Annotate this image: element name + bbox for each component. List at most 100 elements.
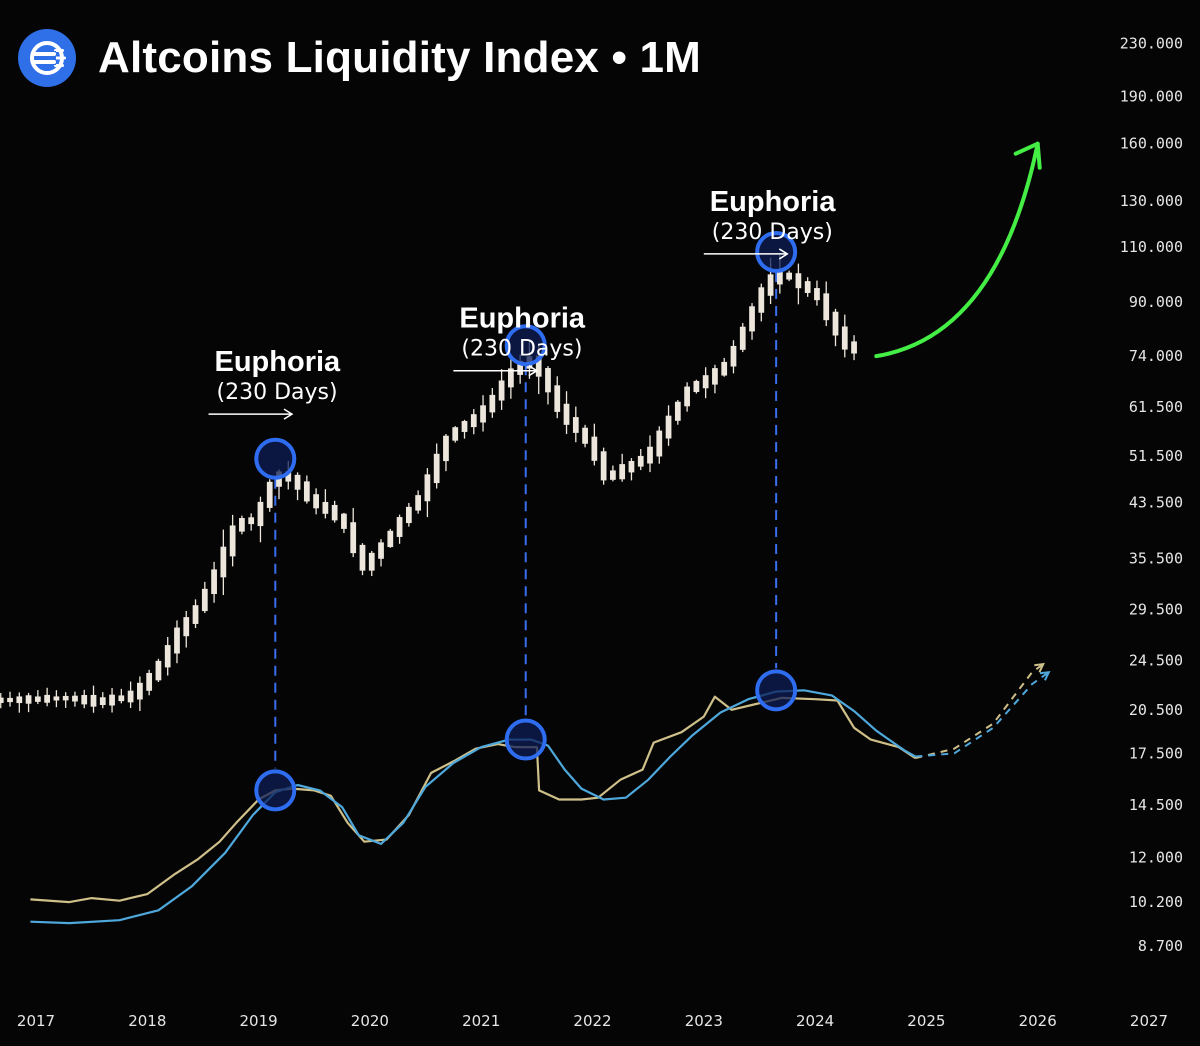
candle-body (239, 518, 245, 532)
candle-body (211, 569, 217, 595)
candle-body (378, 542, 384, 559)
candle-body (248, 517, 255, 525)
projection-arrowhead-2 (1039, 670, 1051, 681)
candle-body (257, 501, 264, 527)
candle-body (7, 697, 13, 703)
duration-arrowhead (283, 408, 294, 420)
euphoria-duration-label: (230 Days) (712, 220, 833, 245)
candle-body (62, 695, 69, 701)
candle-body (25, 695, 32, 704)
candle-body (461, 421, 468, 432)
x-tick-label: 2017 (17, 1012, 55, 1030)
indicator-projection-2 (915, 671, 1050, 758)
candle-body (220, 546, 227, 578)
candle-body (99, 697, 106, 706)
euphoria-label: Euphoria (459, 303, 586, 335)
x-tick-label: 2019 (240, 1012, 278, 1030)
candle-body (508, 368, 514, 388)
candle-body (331, 504, 338, 521)
candle-body (127, 690, 134, 703)
price-peak-marker (254, 437, 297, 480)
candle-body (554, 385, 561, 412)
x-tick-label: 2020 (351, 1012, 389, 1030)
candle-body (610, 470, 616, 480)
candle-body (674, 401, 681, 421)
y-tick-label: 110.000 (1120, 238, 1183, 256)
chart-title: Altcoins Liquidity Index • 1M (98, 33, 702, 82)
y-tick-label: 190.000 (1120, 87, 1183, 105)
y-tick-label: 10.200 (1129, 893, 1183, 911)
y-tick-label: 14.500 (1129, 796, 1183, 814)
x-tick-label: 2018 (128, 1012, 166, 1030)
x-tick-label: 2022 (573, 1012, 611, 1030)
candle-body (368, 552, 375, 571)
y-tick-label: 20.500 (1129, 701, 1183, 719)
euphoria-label: Euphoria (710, 186, 837, 218)
euphoria-duration-label: (230 Days) (461, 337, 582, 362)
candle-body (721, 361, 728, 376)
candle-body (591, 436, 598, 461)
candle-body (452, 427, 459, 441)
candle-body (702, 375, 709, 389)
chart-header: Altcoins Liquidity Index • 1M (18, 28, 701, 88)
candle-body (183, 617, 190, 637)
candle-body (535, 355, 542, 377)
candle-body (341, 513, 347, 529)
duration-arrowhead (778, 248, 789, 260)
candle-body (786, 272, 793, 280)
price-peak-marker (755, 230, 798, 273)
candle-body (109, 694, 115, 706)
candle-body (841, 326, 848, 350)
candle-body (322, 501, 329, 514)
price-peak-marker (504, 324, 547, 367)
y-tick-label: 160.000 (1120, 135, 1183, 153)
y-tick-label: 8.700 (1138, 937, 1183, 955)
candle-body (266, 481, 273, 508)
candle-body (498, 380, 505, 401)
candle-body (480, 405, 486, 423)
candle-body (359, 544, 366, 571)
candle-body (656, 430, 663, 457)
candle-body (303, 481, 310, 502)
candle-body (415, 495, 422, 511)
candle-body (164, 645, 171, 668)
index-peak-marker (254, 769, 297, 812)
y-tick-label: 29.500 (1129, 601, 1183, 619)
candle-body (285, 471, 292, 482)
candle-body (814, 288, 820, 301)
candle-body (619, 464, 626, 480)
candle-body (137, 682, 143, 700)
candle-body (563, 403, 570, 425)
forecast-arrow (874, 141, 1040, 359)
candle-body (44, 694, 51, 703)
candle-body (823, 293, 830, 321)
candle-body (229, 525, 236, 557)
candle-body (90, 694, 97, 707)
candle-body (739, 326, 746, 350)
candle-body (72, 695, 78, 702)
candle-body (665, 415, 672, 439)
y-tick-label: 90.000 (1129, 293, 1183, 311)
candle-body (118, 695, 125, 702)
candle-body (433, 453, 440, 484)
candle-body (712, 368, 718, 385)
candle-body (201, 588, 208, 612)
euphoria-label: Euphoria (215, 346, 342, 378)
projection-arrowhead-1 (1034, 662, 1045, 673)
candle-body (582, 427, 588, 444)
forecast-arrowhead (1013, 141, 1042, 170)
candle-body (517, 360, 524, 375)
candle-body (749, 306, 755, 332)
candle-body (832, 311, 839, 336)
y-tick-label: 12.000 (1129, 848, 1183, 866)
candle-body (34, 696, 41, 702)
candle-body (851, 341, 857, 354)
y-tick-label: 130.000 (1120, 192, 1183, 210)
candle-body (795, 273, 802, 289)
x-tick-label: 2024 (796, 1012, 834, 1030)
euphoria-duration-label: (230 Days) (217, 380, 338, 405)
candle-body (387, 530, 394, 548)
y-tick-label: 43.500 (1129, 494, 1183, 512)
y-tick-label: 24.500 (1129, 652, 1183, 670)
